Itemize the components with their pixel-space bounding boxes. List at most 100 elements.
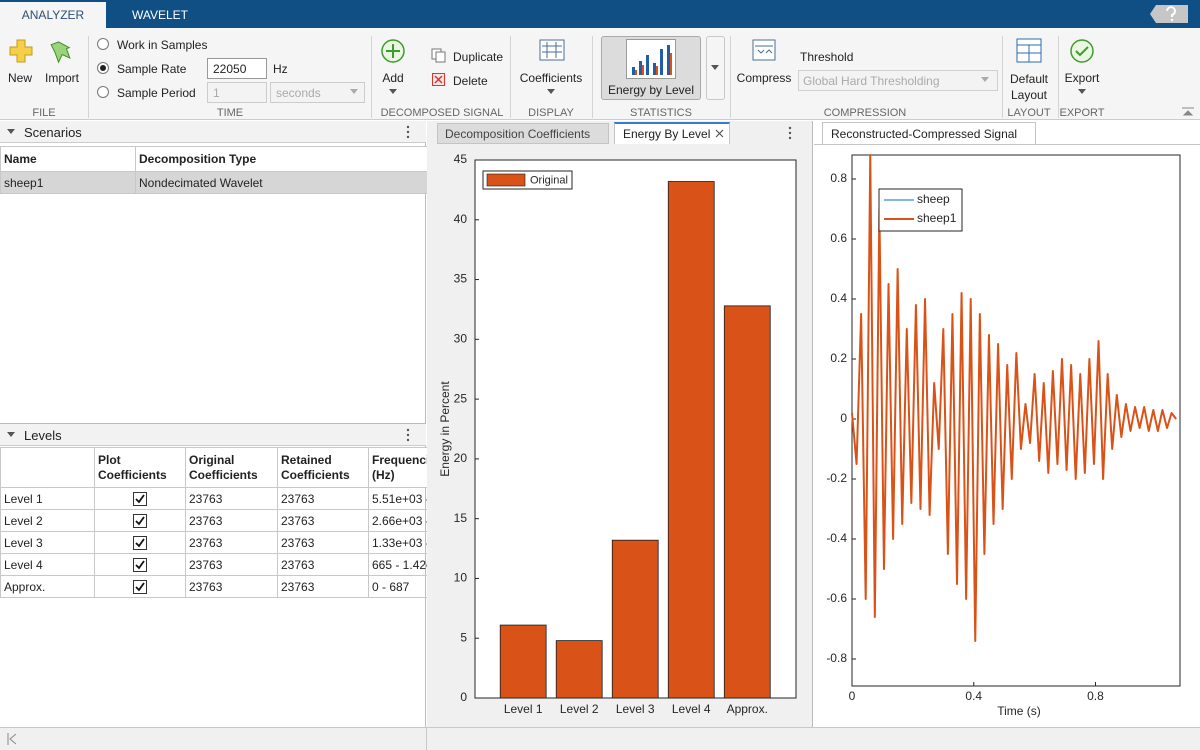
- coefficients-button[interactable]: Coefficients: [519, 71, 583, 85]
- checkbox[interactable]: [133, 557, 147, 572]
- checkbox-box: [133, 535, 147, 550]
- export-icon: [1070, 39, 1094, 63]
- cell: sheep1: [0, 171, 136, 194]
- dot: [406, 428, 410, 432]
- cell: Level 4: [0, 553, 95, 576]
- tab[interactable]: ANALYZER: [21, 8, 85, 22]
- new-button[interactable]: New: [7, 71, 33, 85]
- separator: [510, 36, 511, 118]
- radio-label[interactable]: Sample Rate: [117, 62, 187, 76]
- grid: [1017, 44, 1041, 62]
- plot-tab-active[interactable]: Reconstructed-Compressed Signal: [822, 122, 1036, 144]
- dot: [788, 136, 792, 140]
- checkbox-cell: [94, 531, 186, 554]
- table-row[interactable]: sheep1 Nondecimated Wavelet: [0, 171, 441, 194]
- section-label: LAYOUT: [1007, 107, 1051, 119]
- layout-icon: [1016, 38, 1042, 63]
- threshold-dropdown[interactable]: Global Hard Thresholding: [798, 70, 998, 91]
- energy-panel: [427, 121, 813, 727]
- checkbox-cell: [94, 575, 186, 598]
- section-label: TIME: [216, 107, 244, 119]
- panel-title: Scenarios: [24, 125, 82, 140]
- radio-group[interactable]: [96, 37, 110, 99]
- energy-by-level-button[interactable]: Energy by Level: [607, 83, 695, 97]
- arrow: [547, 89, 555, 94]
- collapse-glyph: [1182, 107, 1194, 116]
- panel-menu[interactable]: [787, 126, 793, 140]
- energy-icon: [626, 39, 676, 79]
- import-button[interactable]: Import: [44, 71, 80, 85]
- add-button[interactable]: Add: [382, 71, 404, 85]
- checkbox-cell: [94, 487, 186, 510]
- dropdown-arrow: [981, 77, 989, 82]
- caret: [7, 432, 15, 437]
- status-divider: [426, 728, 427, 750]
- toolstrip: [0, 28, 1200, 120]
- header-row: Plot Coefficients Original Coefficients Re…: [0, 447, 462, 488]
- checkmark: [135, 494, 145, 504]
- dropdown-arrow: [547, 89, 555, 94]
- checkbox-box: [133, 513, 147, 528]
- checkbox-box: [133, 491, 147, 506]
- checkbox-cell: [94, 509, 186, 532]
- collapse-caret[interactable]: [7, 128, 17, 136]
- table: Name Decomposition Type sheep1 Nondecimated…: [0, 146, 441, 194]
- cell: Level 3: [0, 531, 95, 554]
- section-label: FILE: [32, 107, 56, 119]
- radio[interactable]: [97, 38, 109, 50]
- duplicate-button[interactable]: Duplicate: [453, 50, 504, 64]
- gallery-dropdown[interactable]: [706, 36, 725, 100]
- checkmark: [135, 560, 145, 570]
- sample-rate-input[interactable]: 22050: [207, 58, 267, 79]
- delete-button[interactable]: Delete: [453, 74, 488, 88]
- threshold-label: Threshold: [800, 50, 854, 64]
- signal-panel: [814, 121, 1200, 727]
- radio[interactable]: [97, 86, 109, 98]
- status-collapse[interactable]: [7, 733, 17, 745]
- tab[interactable]: WAVELET: [131, 8, 189, 22]
- cell: 23763: [277, 509, 369, 532]
- plot-tab-active[interactable]: Energy By Level: [614, 122, 730, 144]
- radio-label[interactable]: Work in Samples: [117, 38, 208, 52]
- import-icon: [50, 41, 71, 64]
- checkbox[interactable]: [133, 513, 147, 528]
- compress-button[interactable]: Compress: [736, 71, 792, 85]
- panel-menu[interactable]: [405, 428, 411, 442]
- panel-menu[interactable]: [405, 125, 411, 139]
- frame: [539, 39, 565, 61]
- collapse-toolstrip[interactable]: [1181, 106, 1195, 116]
- checkbox[interactable]: [133, 535, 147, 550]
- radio-label[interactable]: Sample Period: [117, 86, 196, 100]
- column-header: Decomposition Type: [135, 146, 441, 172]
- table-row: Level 2 23763 23763 2.66e+03 - 5...: [0, 509, 462, 532]
- checkbox-box: [133, 557, 147, 572]
- dot: [788, 131, 792, 135]
- dropdown-arrow: [1078, 89, 1086, 94]
- checkbox[interactable]: [133, 579, 147, 594]
- header-row: Name Decomposition Type: [0, 146, 441, 172]
- export-button[interactable]: Export: [1064, 71, 1100, 85]
- cell: 23763: [185, 487, 278, 510]
- help-button[interactable]: [1148, 3, 1190, 25]
- checkbox-box: [133, 579, 147, 594]
- table-row: Level 3 23763 23763 1.33e+03 - 2...: [0, 531, 462, 554]
- cell: 23763: [185, 531, 278, 554]
- arrow: [350, 89, 358, 94]
- separator: [592, 36, 593, 118]
- scenarios-table: Name Decomposition Type sheep1 Nondecimated…: [0, 146, 441, 194]
- plot-tab[interactable]: Decomposition Coefficients: [437, 123, 609, 144]
- unit-dropdown[interactable]: seconds: [270, 82, 365, 103]
- cell: Nondecimated Wavelet: [135, 171, 441, 194]
- dropdown-arrow: [389, 89, 397, 94]
- plus-shape: [9, 39, 33, 63]
- close-tab[interactable]: [715, 129, 724, 138]
- separator: [371, 36, 372, 118]
- sample-period-input[interactable]: 1: [207, 82, 267, 103]
- check: [1075, 46, 1089, 57]
- add-icon: [381, 39, 405, 63]
- cell: 23763: [185, 509, 278, 532]
- checkmark: [135, 538, 145, 548]
- checkbox[interactable]: [133, 491, 147, 506]
- collapse-caret[interactable]: [7, 431, 17, 439]
- default-layout-button[interactable]: Default Layout: [1009, 72, 1049, 102]
